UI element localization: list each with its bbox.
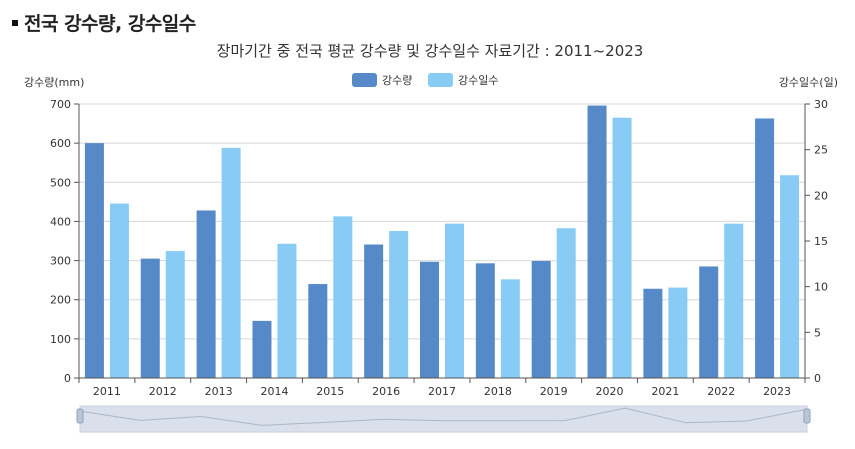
bar-rainy-days	[221, 147, 241, 378]
x-tick-label: 2012	[149, 385, 177, 398]
left-tick-label: 100	[50, 333, 71, 346]
right-tick-label: 10	[814, 281, 828, 294]
bar-rainfall	[140, 258, 160, 378]
legend-label-rainy-days[interactable]: 강수일수	[458, 73, 498, 87]
data-zoom-slider[interactable]	[76, 405, 811, 433]
chart-title: 장마기간 중 전국 평균 강수량 및 강수일수 자료기간 : 2011~2023	[217, 42, 644, 60]
bar-rainfall	[755, 118, 775, 379]
zoom-slider-track[interactable]	[79, 405, 808, 433]
section-heading: 전국 강수량, 강수일수	[12, 9, 196, 36]
left-tick-label: 200	[50, 294, 71, 307]
heading-text: 전국 강수량, 강수일수	[24, 13, 196, 35]
bar-rainy-days	[445, 223, 464, 378]
right-tick-label: 15	[814, 235, 828, 248]
x-tick-label: 2011	[93, 385, 121, 398]
left-tick-label: 300	[50, 255, 71, 268]
right-axis-label: 강수일수(일)	[779, 75, 838, 89]
bar-rainfall	[252, 320, 272, 378]
bar-rainy-days	[668, 287, 688, 378]
x-tick-label: 2013	[205, 385, 233, 398]
bar-rainfall	[196, 210, 216, 378]
bar-rainfall	[531, 260, 551, 378]
bar-rainfall	[643, 288, 663, 378]
x-tick-label: 2019	[540, 385, 568, 398]
zoom-slider-preview	[79, 407, 808, 426]
x-tick-label: 2015	[316, 385, 344, 398]
right-tick-label: 30	[814, 98, 828, 111]
grid	[79, 103, 805, 340]
axes: 0 100 200 300 400 500 600 700 0 5 10 15 20 25 30 2011 20…	[50, 98, 828, 398]
bar-rainy-days	[109, 203, 129, 378]
zoom-handle-left[interactable]	[76, 408, 84, 424]
bar-rainfall	[475, 263, 495, 378]
right-tick-label: 0	[814, 372, 821, 385]
bars	[84, 105, 800, 379]
bar-rainy-days	[612, 117, 632, 378]
legend-swatch-rainfall[interactable]	[352, 73, 377, 87]
zoom-handle-right[interactable]	[803, 408, 811, 424]
x-tick-label: 2023	[763, 385, 791, 398]
bar-rainfall	[420, 261, 439, 378]
x-tick-label: 2016	[372, 385, 400, 398]
x-tick-label: 2020	[596, 385, 624, 398]
heading-bullet-icon	[12, 19, 18, 26]
left-tick-label: 0	[64, 372, 71, 385]
x-tick-label: 2017	[428, 385, 456, 398]
legend-swatch-rainy-days[interactable]	[428, 73, 453, 87]
bar-rainfall	[84, 143, 104, 378]
x-tick-label: 2018	[484, 385, 512, 398]
bar-rainfall	[364, 244, 384, 378]
bar-rainy-days	[277, 243, 297, 378]
left-tick-label: 400	[50, 215, 71, 228]
legend-label-rainfall[interactable]: 강수량	[382, 74, 412, 87]
bar-rainfall	[699, 266, 719, 378]
left-tick-label: 600	[50, 137, 71, 150]
bar-rainy-days	[780, 175, 800, 378]
right-tick-label: 5	[814, 326, 821, 339]
left-tick-label: 500	[50, 176, 71, 189]
right-tick-label: 20	[814, 189, 828, 202]
bar-rainy-days	[389, 230, 409, 378]
bar-rainfall	[308, 284, 328, 378]
bar-rainfall	[587, 105, 607, 379]
bar-rainy-days	[724, 223, 744, 378]
bar-rainy-days	[333, 216, 353, 378]
x-tick-label: 2021	[651, 385, 679, 398]
x-tick-label: 2022	[707, 385, 735, 398]
left-tick-label: 700	[50, 98, 71, 111]
right-tick-label: 25	[814, 144, 828, 157]
bar-rainy-days	[556, 228, 576, 378]
bar-rainy-days	[500, 279, 520, 378]
bar-rainy-days	[165, 251, 185, 378]
left-axis-label: 강수량(mm)	[24, 76, 84, 89]
legend[interactable]: 강수량 강수일수	[352, 73, 498, 87]
x-tick-label: 2014	[260, 385, 288, 398]
